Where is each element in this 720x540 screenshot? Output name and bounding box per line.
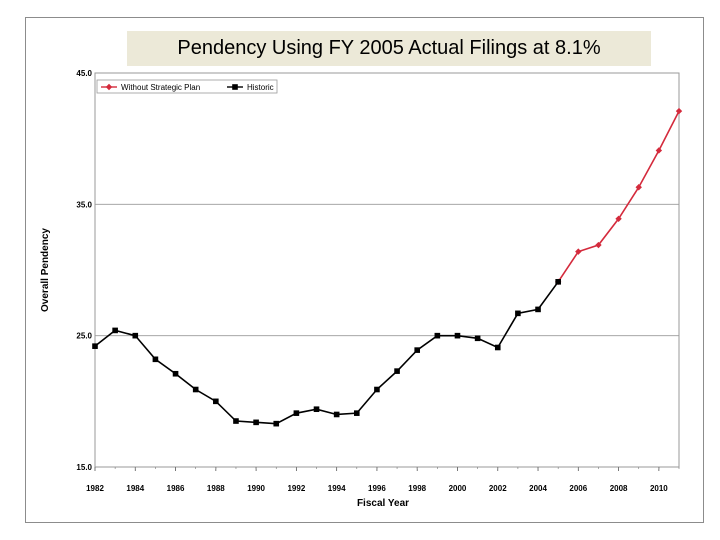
x-tick-label: 1996 <box>368 484 386 493</box>
x-tick-label: 1986 <box>167 484 185 493</box>
data-point <box>434 332 441 339</box>
series-group <box>92 107 683 427</box>
data-point <box>132 332 139 339</box>
legend-label: Historic <box>247 83 274 92</box>
x-tick-label: 2004 <box>529 484 547 493</box>
y-tick-label: 15.0 <box>76 463 92 472</box>
plot-area <box>94 72 680 468</box>
x-axis-label: Fiscal Year <box>357 498 409 509</box>
data-point <box>333 411 340 418</box>
data-point <box>213 398 219 405</box>
y-axis-label: Overall Pendency <box>40 228 51 312</box>
x-tick-label: 2000 <box>449 484 467 493</box>
data-point <box>494 344 501 351</box>
data-point <box>232 84 238 90</box>
data-point <box>414 347 421 353</box>
data-point <box>454 332 461 339</box>
x-tick-label: 1994 <box>328 484 346 493</box>
x-tick-label: 2008 <box>610 484 628 493</box>
y-axis-ticks: 15.0 25.0 35.0 45.0 <box>76 69 92 472</box>
data-point <box>273 420 280 427</box>
data-point <box>112 327 118 334</box>
data-point <box>595 241 602 249</box>
data-point <box>253 419 259 426</box>
y-tick-label: 45.0 <box>76 69 92 78</box>
data-point <box>293 410 300 416</box>
x-tick-label: 2006 <box>569 484 587 493</box>
data-point <box>353 410 360 416</box>
x-tick-label: 1992 <box>287 484 305 493</box>
data-point <box>192 386 199 393</box>
x-axis-ticks: 1982 1984 1986 1988 1990 1992 1994 1996 1998 2000… <box>86 467 680 493</box>
legend-label: Without Strategic Plan <box>121 83 200 92</box>
legend-box <box>96 79 278 94</box>
series-line <box>94 281 559 425</box>
x-tick-label: 1990 <box>247 484 265 493</box>
data-point <box>575 248 582 255</box>
data-point <box>615 215 622 222</box>
x-tick-label: 2002 <box>489 484 507 493</box>
data-point <box>394 368 400 374</box>
chart-title: Pendency Using FY 2005 Actual Filings at… <box>127 31 651 66</box>
data-point <box>655 147 663 154</box>
legend: Without Strategic Plan Historic <box>96 79 278 94</box>
y-tick-label: 35.0 <box>76 200 92 209</box>
data-point <box>535 306 541 313</box>
x-tick-label: 1988 <box>207 484 225 493</box>
data-point <box>233 418 239 424</box>
data-point <box>515 310 521 317</box>
x-tick-label: 1998 <box>408 484 426 493</box>
y-tick-label: 25.0 <box>76 332 92 341</box>
x-tick-label: 1984 <box>126 484 144 493</box>
data-point <box>92 343 98 349</box>
data-point <box>105 83 113 91</box>
x-tick-label: 2010 <box>650 484 668 493</box>
data-point <box>172 370 179 377</box>
data-point <box>474 335 481 342</box>
series-without-strategic-plan <box>554 107 683 286</box>
grid-lines <box>95 72 679 468</box>
data-point <box>152 356 159 363</box>
data-point <box>675 107 683 115</box>
data-point <box>374 386 380 393</box>
data-point <box>313 406 320 413</box>
series-historic <box>92 279 561 427</box>
data-point <box>635 184 642 191</box>
data-point <box>555 279 561 285</box>
x-tick-label: 1982 <box>86 484 104 493</box>
